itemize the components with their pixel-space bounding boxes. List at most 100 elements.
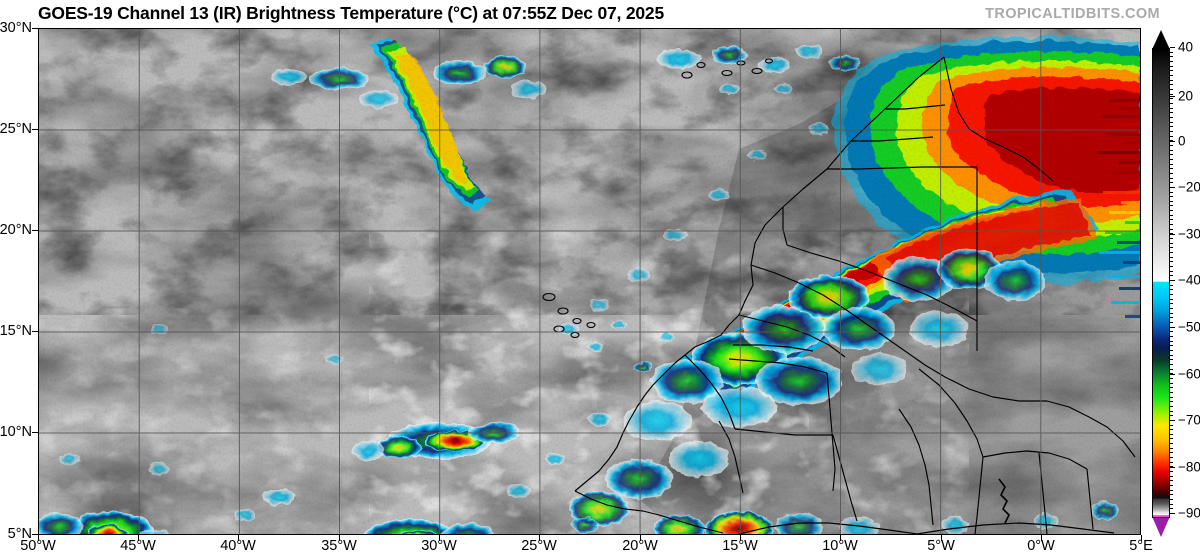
title-bar: GOES-19 Channel 13 (IR) Brightness Tempe… [0, 0, 1200, 28]
guinea-liberia-border [734, 428, 833, 436]
mauritania-mali-border [786, 244, 978, 322]
colorbar-minor-tick [1170, 135, 1173, 137]
x-tick [238, 535, 239, 541]
colorbar-minor-tick [1170, 424, 1173, 426]
colorbar-minor-tick [1170, 252, 1173, 253]
y-axis-label-15n: 15°N [0, 323, 32, 339]
colorbar-gradient [1152, 48, 1170, 518]
colorbar-minor-tick [1170, 457, 1173, 459]
burkina-niger-border [982, 450, 1088, 470]
colorbar-minor-tick [1170, 149, 1173, 151]
colorbar-minor-tick [1170, 228, 1173, 230]
colorbar-minor-tick [1170, 126, 1173, 128]
colorbar-minor-tick [1170, 107, 1173, 109]
colorbar-minor-tick [1170, 214, 1173, 216]
y-tick [32, 331, 38, 332]
colorbar-minor-tick [1170, 61, 1173, 62]
colorbar-minor-tick [1170, 158, 1173, 160]
x-tick [1041, 535, 1042, 541]
geography-overlay [542, 56, 1136, 534]
colorbar-minor-tick [1170, 233, 1173, 235]
colorbar-minor-tick [1170, 308, 1173, 309]
x-tick [138, 535, 139, 541]
colorbar-label-m80: −80 [1178, 459, 1200, 475]
colorbar-minor-tick [1170, 47, 1173, 48]
benin-nigeria-coast [916, 522, 1115, 534]
colorbar-minor-tick [1170, 219, 1173, 221]
colorbar-minor-tick [1170, 116, 1173, 118]
colorbar-minor-tick [1170, 438, 1173, 440]
colorbar-minor-tick [1170, 303, 1173, 305]
western-sahara-border-n [851, 136, 934, 142]
y-tick [32, 230, 38, 231]
colorbar-minor-tick [1170, 154, 1173, 156]
x-tick [38, 535, 39, 541]
colorbar-minor-tick [1170, 513, 1173, 514]
colorbar-minor-tick [1170, 88, 1173, 90]
x-tick [339, 535, 340, 541]
colorbar-minor-tick [1170, 349, 1173, 351]
y-tick [32, 28, 38, 29]
colorbar-minor-tick [1170, 242, 1173, 244]
colorbar-minor-tick [1170, 298, 1173, 300]
colorbar-label-m50: −50 [1178, 319, 1200, 335]
mauritania-coast-border [782, 207, 788, 246]
colorbar: 40 20 0 −20 −30 −40 −50 −60 −70 −80 −90 [1152, 28, 1200, 537]
colorbar-minor-tick [1170, 508, 1173, 510]
colorbar-minor-tick [1170, 391, 1173, 393]
colorbar-minor-tick [1170, 163, 1173, 165]
x-tick [740, 535, 741, 541]
colorbar-minor-tick [1170, 84, 1173, 86]
colorbar-minor-tick [1170, 419, 1173, 421]
x-axis-label-30w: 30°W [421, 538, 457, 554]
colorbar-minor-tick [1170, 363, 1173, 365]
burkina-ghana-border [974, 456, 984, 534]
west-africa-coastline [574, 56, 945, 492]
colorbar-tick [1170, 141, 1175, 142]
colorbar-minor-tick [1170, 247, 1173, 249]
page-title: GOES-19 Channel 13 (IR) Brightness Tempe… [38, 3, 664, 23]
niger-border-n [1046, 400, 1136, 458]
x-axis-label-10w: 10°W [822, 538, 858, 554]
ivory-coast-east-border [898, 408, 934, 526]
satellite-ir-map[interactable] [39, 29, 1140, 534]
colorbar-minor-tick [1170, 489, 1173, 491]
colorbar-minor-tick [1170, 75, 1173, 76]
colorbar-min-extend-arrow [1152, 517, 1170, 537]
y-axis-label-5n: 5°N [7, 526, 32, 542]
colorbar-minor-tick [1170, 326, 1173, 328]
colorbar-minor-tick [1170, 494, 1173, 496]
colorbar-minor-tick [1170, 200, 1173, 202]
map-panel[interactable] [38, 28, 1141, 535]
x-axis-label-50w: 50°W [20, 538, 56, 554]
x-tick [539, 535, 540, 541]
colorbar-minor-tick [1170, 238, 1173, 240]
colorbar-minor-tick [1170, 499, 1173, 500]
colorbar-minor-tick [1170, 340, 1173, 342]
colorbar-label-m60: −60 [1178, 366, 1200, 382]
morocco-border-s1 [885, 104, 946, 110]
colorbar-minor-tick [1170, 415, 1173, 417]
x-tick [439, 535, 440, 541]
colorbar-tick [1170, 96, 1175, 97]
lake-volta [998, 478, 1010, 524]
colorbar-minor-tick [1170, 312, 1173, 314]
colorbar-minor-tick [1170, 102, 1173, 104]
colorbar-minor-tick [1170, 396, 1173, 398]
colorbar-minor-tick [1170, 140, 1173, 142]
colorbar-minor-tick [1170, 182, 1173, 184]
ir-grain-overlay [39, 29, 1140, 534]
gambia-border [733, 344, 814, 352]
colorbar-label-0: 0 [1178, 133, 1186, 149]
colorbar-tick [1170, 234, 1175, 235]
liberia-ivory-coast-border [832, 434, 858, 522]
colorbar-minor-tick [1170, 480, 1173, 482]
colorbar-label-m70: −70 [1178, 412, 1200, 428]
colorbar-minor-tick [1170, 433, 1173, 435]
colorbar-minor-tick [1170, 377, 1173, 379]
colorbar-minor-tick [1170, 112, 1173, 114]
colorbar-minor-tick [1170, 224, 1173, 226]
colorbar-label-40: 40 [1178, 39, 1194, 55]
colorbar-minor-tick [1170, 382, 1173, 384]
